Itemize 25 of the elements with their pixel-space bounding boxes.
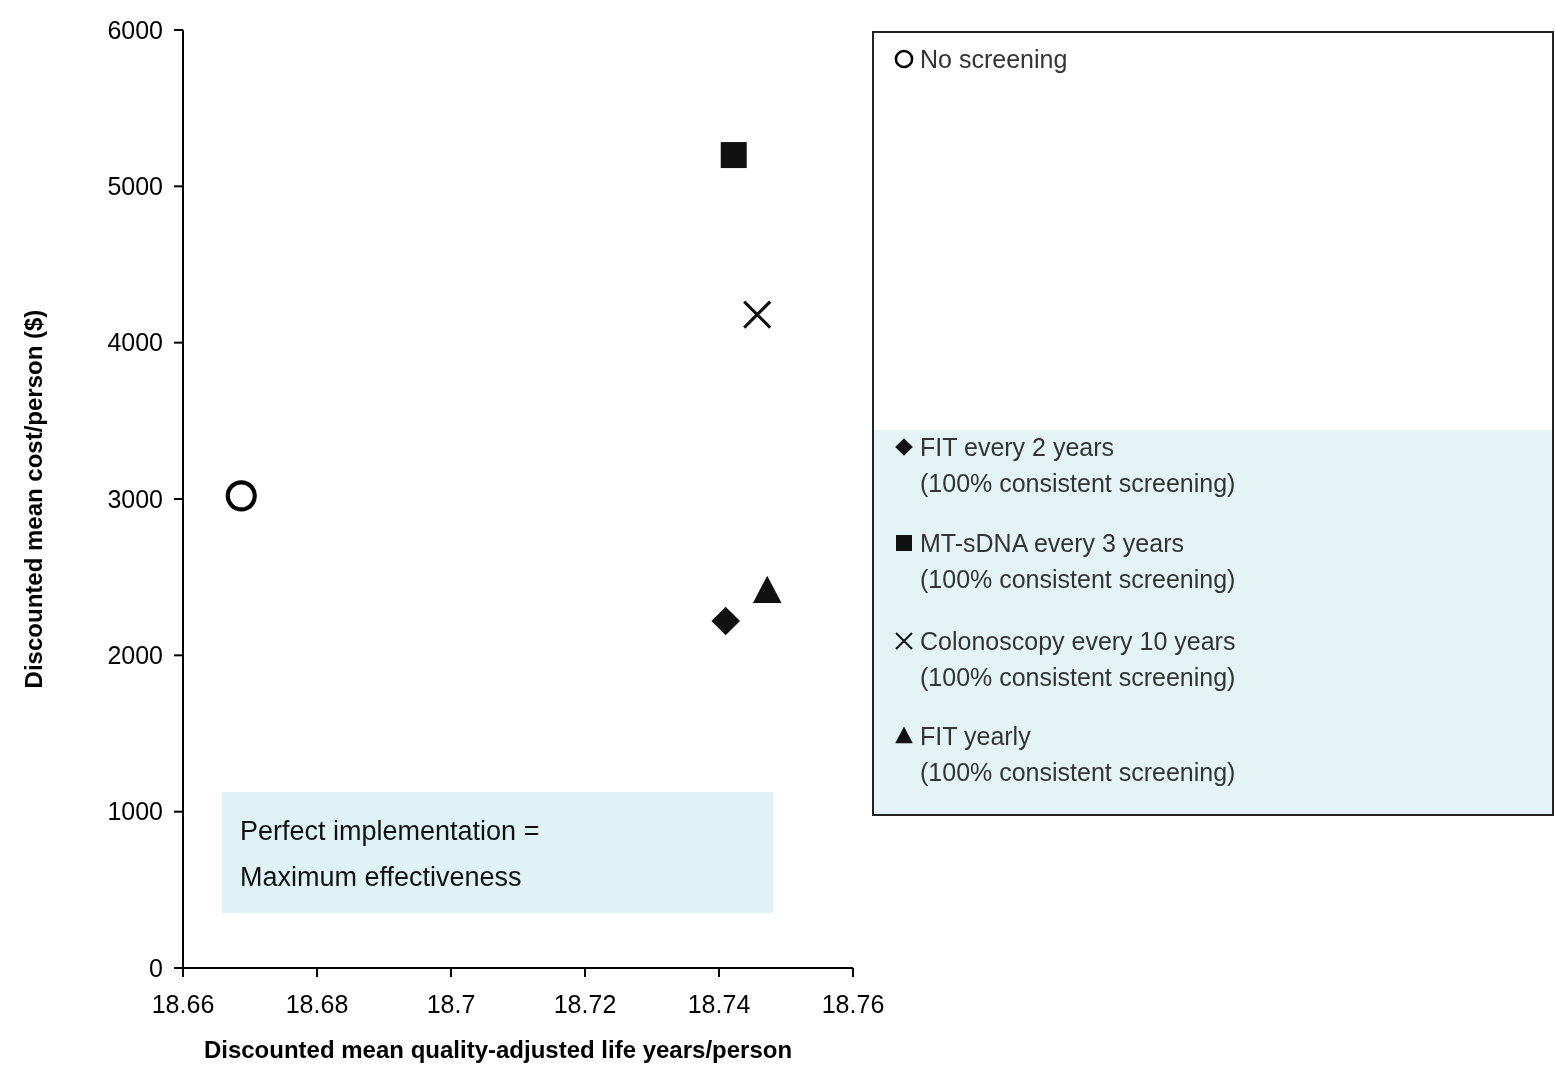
point [742,299,772,330]
point [711,606,740,636]
y-tick-label: 0 [149,953,163,982]
point [720,142,747,169]
x-tick-label: 18.68 [285,989,349,1018]
x-tick-label: 18.72 [553,989,617,1018]
legend-label: Colonoscopy every 10 years (100% consistent screening) [920,627,1236,691]
y-tick-label: 1000 [107,797,163,826]
annotation: Perfect implementation = Maximum effectiveness [240,816,540,892]
x-tick-label: 18.74 [687,989,751,1018]
y-tick-label: 4000 [107,328,163,357]
legend-label: FIT yearly (100% consistent screening) [920,722,1236,786]
legend-label: MT-sDNA every 3 years (100% consistent screening) [920,529,1236,593]
point [225,480,257,512]
y-tick-label: 3000 [107,484,163,513]
y-axis-title: Discounted mean cost/person ($) [20,309,47,689]
x-axis-title: Discounted mean quality-adjusted life years/person [203,1036,793,1063]
y-tick-label: 2000 [107,641,163,670]
legend-label: No screening [920,45,1068,73]
x-tick-label: 18.66 [151,989,215,1018]
y-tick-label: 6000 [107,15,163,44]
y-tick-label: 5000 [107,172,163,201]
x-tick-label: 18.7 [426,989,476,1018]
x-tick-label: 18.76 [821,989,885,1018]
legend-label: FIT every 2 years (100% consistent screening) [920,433,1236,497]
